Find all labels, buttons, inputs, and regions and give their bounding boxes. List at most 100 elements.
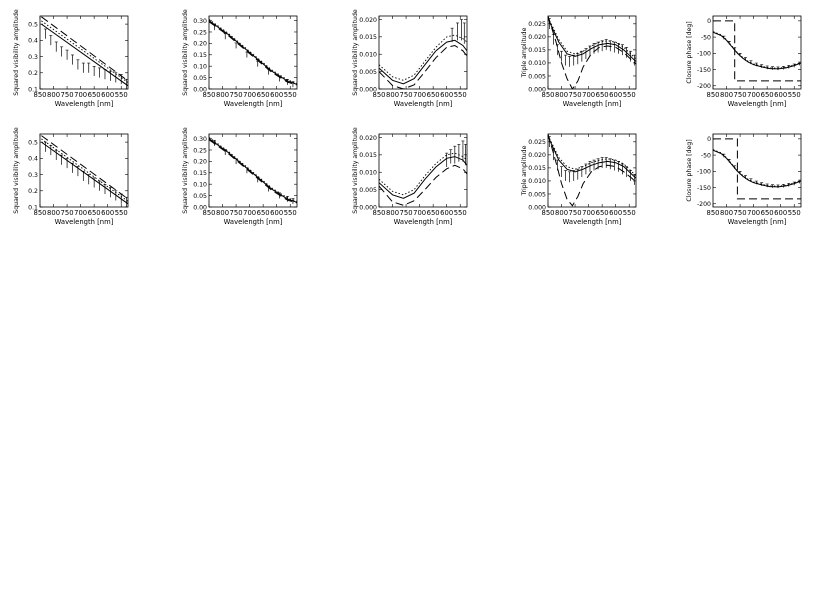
- y-tick-label: 0.2: [28, 70, 38, 77]
- x-tick-label: 850: [34, 209, 47, 217]
- y-tick-label: -100: [697, 51, 711, 58]
- y-axis-label: Squared visibility amplitude: [182, 127, 189, 214]
- y-tick-label: 0.3: [28, 54, 38, 61]
- y-tick-label: 0.020: [528, 34, 546, 41]
- y-tick-label: 0.020: [359, 17, 377, 24]
- x-tick-label: 650: [427, 91, 440, 99]
- x-tick-label: 700: [747, 209, 760, 217]
- y-tick-label: 0.005: [359, 69, 377, 76]
- y-tick-label: 0.010: [528, 178, 546, 185]
- y-tick-label: 0.05: [193, 75, 207, 82]
- x-tick-label: 550: [623, 91, 636, 99]
- x-tick-label: 650: [88, 209, 101, 217]
- x-tick-label: 700: [582, 91, 595, 99]
- series-line-dot: [209, 19, 297, 84]
- x-tick-label: 700: [582, 209, 595, 217]
- panel-r2c1: 850 800 750 700 650 600 550 0.1 0.2 0.3 0.4 0.5 Wave…: [13, 127, 129, 226]
- y-tick-label: 0.005: [528, 73, 546, 80]
- series-line-dot: [41, 138, 128, 202]
- panel-r1c2: 850 800 750 700 650 600 550 0.00 0.05 0.10 0.15 0.2…: [182, 9, 298, 108]
- y-tick-label: 0.15: [193, 52, 207, 59]
- y-axis-label: Closure phase [deg]: [686, 21, 693, 83]
- y-tick-label: 0.10: [193, 63, 207, 70]
- y-tick-label: 0.30: [193, 136, 207, 143]
- panel-r2c3: 850 800 750 700 650 600 550 0.000 0.005 0.010 0.01…: [352, 127, 468, 226]
- x-tick-label: 750: [400, 209, 413, 217]
- y-tick-label: 0.020: [528, 152, 546, 159]
- x-tick-label: 800: [47, 209, 60, 217]
- series-line-solid: [379, 156, 467, 199]
- x-tick-label: 550: [454, 209, 467, 217]
- y-tick-label: 0.000: [359, 86, 377, 93]
- y-tick-label: 0: [707, 18, 711, 25]
- y-tick-label: 0.1: [28, 86, 38, 93]
- x-tick-label: 850: [707, 209, 720, 217]
- x-tick-label: 600: [270, 91, 283, 99]
- x-tick-label: 800: [216, 209, 229, 217]
- series-line-solid: [713, 31, 801, 70]
- x-tick-label: 550: [115, 209, 128, 217]
- y-axis-label: Squared visibility amplitude: [352, 127, 359, 214]
- plot-data: [209, 137, 297, 205]
- x-tick-label: 850: [34, 91, 47, 99]
- series-line-solid: [41, 23, 128, 87]
- y-tick-label: 0.020: [359, 135, 377, 142]
- x-tick-label: 700: [413, 91, 426, 99]
- y-tick-label: 0.20: [193, 159, 207, 166]
- x-axis-label: Wavelength [nm]: [224, 100, 283, 108]
- y-tick-label: 0.10: [193, 181, 207, 188]
- x-tick-label: 650: [596, 91, 609, 99]
- x-tick-label: 650: [257, 209, 270, 217]
- y-tick-label: 0.000: [528, 204, 546, 211]
- x-tick-label: 750: [734, 91, 747, 99]
- series-line-dot: [379, 34, 467, 81]
- y-tick-label: 0: [707, 136, 711, 143]
- y-tick-label: 0.30: [193, 18, 207, 25]
- x-tick-label: 650: [761, 91, 774, 99]
- series-line-dash: [41, 16, 128, 82]
- x-tick-label: 750: [569, 209, 582, 217]
- x-tick-label: 550: [454, 91, 467, 99]
- y-tick-label: 0.025: [528, 139, 546, 146]
- x-tick-label: 800: [720, 91, 733, 99]
- y-tick-label: 0.05: [193, 193, 207, 200]
- x-tick-label: 600: [774, 209, 787, 217]
- x-tick-label: 750: [230, 209, 243, 217]
- x-axis-label: Wavelength [nm]: [394, 100, 453, 108]
- x-axis-label: Wavelength [nm]: [55, 100, 114, 108]
- series-line-dot: [713, 149, 801, 187]
- y-axis-label: Closure phase [deg]: [686, 139, 693, 201]
- plot-frame: [712, 15, 802, 90]
- series-line-solid: [209, 20, 297, 85]
- series-line-dash: [379, 164, 467, 206]
- x-tick-label: 600: [774, 91, 787, 99]
- plot-frame: [378, 133, 468, 208]
- x-axis-label: Wavelength [nm]: [55, 218, 114, 226]
- plot-frame: [208, 133, 298, 208]
- plot-frame: [712, 133, 802, 208]
- plot-frame: [208, 15, 298, 90]
- y-tick-label: 0.4: [28, 156, 38, 163]
- plot-data: [548, 16, 636, 89]
- x-tick-label: 600: [609, 91, 622, 99]
- series-line-dot: [548, 135, 636, 177]
- y-tick-label: 0.2: [28, 188, 38, 195]
- x-tick-label: 800: [386, 209, 399, 217]
- x-tick-label: 550: [788, 91, 801, 99]
- x-tick-label: 650: [88, 91, 101, 99]
- plot-frame: [39, 15, 129, 90]
- plot-frame: [378, 15, 468, 90]
- series-line-dot: [209, 137, 297, 202]
- x-tick-label: 700: [413, 209, 426, 217]
- x-tick-label: 800: [386, 91, 399, 99]
- y-tick-label: 0.005: [359, 187, 377, 194]
- y-tick-label: -100: [697, 169, 711, 176]
- series-line-dot: [379, 152, 467, 196]
- y-tick-label: 0.25: [193, 147, 207, 154]
- series-line-solid: [548, 136, 636, 179]
- plot-data: [713, 138, 801, 200]
- x-tick-label: 850: [707, 91, 720, 99]
- plot-data: [41, 16, 128, 89]
- x-tick-label: 550: [284, 209, 297, 217]
